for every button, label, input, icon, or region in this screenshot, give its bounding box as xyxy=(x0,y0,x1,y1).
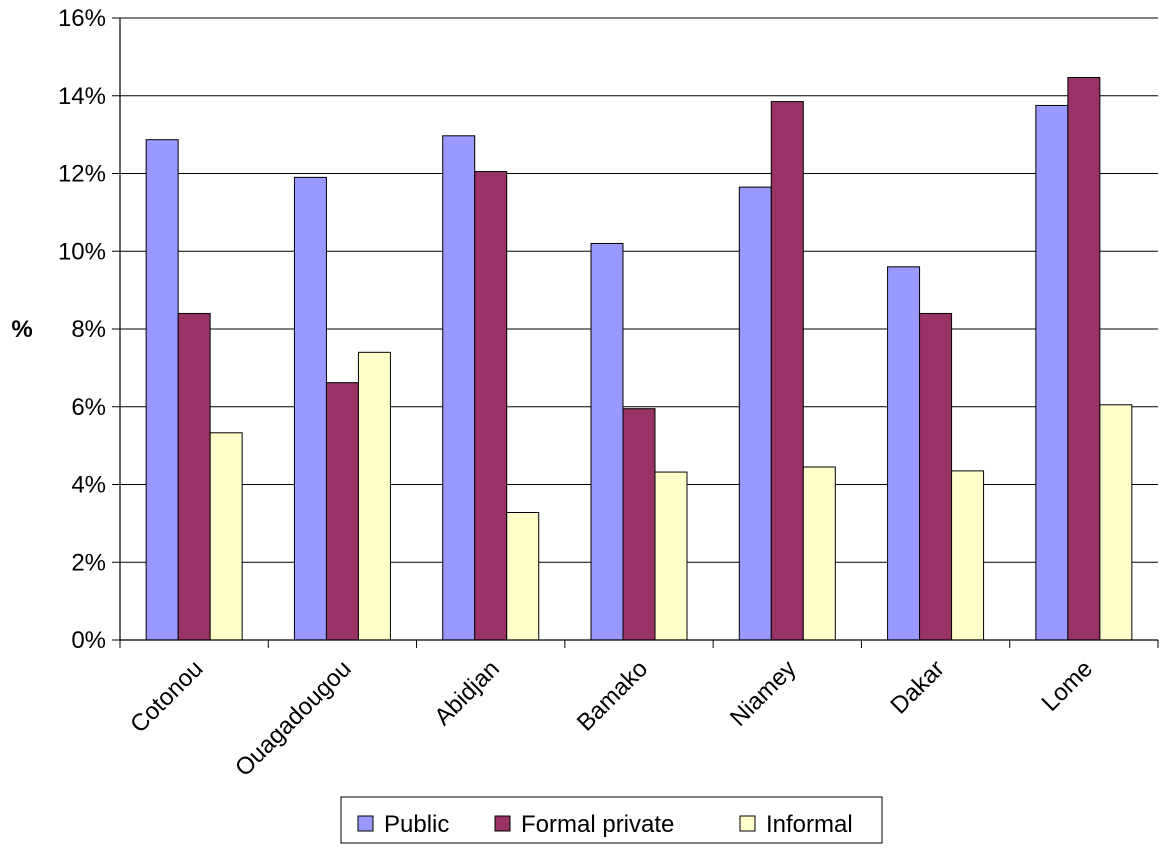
legend-label: Formal private xyxy=(521,811,674,838)
legend-swatch xyxy=(494,815,511,832)
x-tick-label: Lome xyxy=(1037,655,1099,717)
bar-public xyxy=(442,135,476,641)
bar-public xyxy=(293,176,327,641)
legend-box xyxy=(340,796,883,844)
x-tick-label: Ouagadougou xyxy=(230,655,357,782)
y-tick-label: 16% xyxy=(58,5,106,32)
bar-formal-private xyxy=(919,312,953,641)
x-tick-label: Bamako xyxy=(572,655,653,736)
bar-formal-private xyxy=(770,101,804,641)
bar-informal xyxy=(1099,404,1133,641)
y-axis-label: % xyxy=(11,316,32,343)
bar-public xyxy=(590,242,624,641)
bar-public xyxy=(738,186,772,641)
x-tick-label: Cotonou xyxy=(125,655,208,738)
legend-swatch xyxy=(739,815,756,832)
y-tick-label: 2% xyxy=(71,549,106,576)
x-tick-label: Abidjan xyxy=(429,655,505,731)
legend-label: Public xyxy=(384,811,449,838)
axes xyxy=(112,17,1159,648)
y-tick-label: 14% xyxy=(58,83,106,110)
legend-label: Informal xyxy=(766,811,853,838)
legend: Public Formal private Informal xyxy=(340,796,883,844)
y-tick-label: 8% xyxy=(71,316,106,343)
y-tick-label: 4% xyxy=(71,472,106,499)
y-tick-label: 6% xyxy=(71,394,106,421)
bar-formal-private xyxy=(474,171,508,641)
bar-informal xyxy=(506,511,540,641)
bar-public xyxy=(887,266,921,641)
y-tick-label: 10% xyxy=(58,238,106,265)
y-tick-labels: 0% 2% 4% 6% 8% 10% 12% 14% 16% xyxy=(58,5,106,654)
bar-informal xyxy=(209,432,243,641)
y-tick-label: 0% xyxy=(71,627,106,654)
x-tick-labels: Cotonou Ouagadougou Abidjan Bamako Niamey Dak… xyxy=(125,655,1098,782)
y-tick-label: 12% xyxy=(58,161,106,188)
x-tick-label: Niamey xyxy=(725,655,802,732)
bar-formal-private xyxy=(1067,76,1101,641)
bar-formal-private xyxy=(622,408,656,641)
bar-informal xyxy=(654,471,688,641)
bars xyxy=(145,76,1133,641)
bar-formal-private xyxy=(325,382,359,641)
bar-public xyxy=(1035,104,1069,641)
bar-formal-private xyxy=(177,312,211,641)
bar-informal xyxy=(357,351,391,641)
bar-informal xyxy=(802,466,836,641)
legend-swatch xyxy=(357,815,374,832)
gridlines xyxy=(120,17,1158,563)
bar-public xyxy=(145,139,179,641)
bar-informal xyxy=(951,470,985,641)
x-tick-label: Dakar xyxy=(885,655,949,719)
